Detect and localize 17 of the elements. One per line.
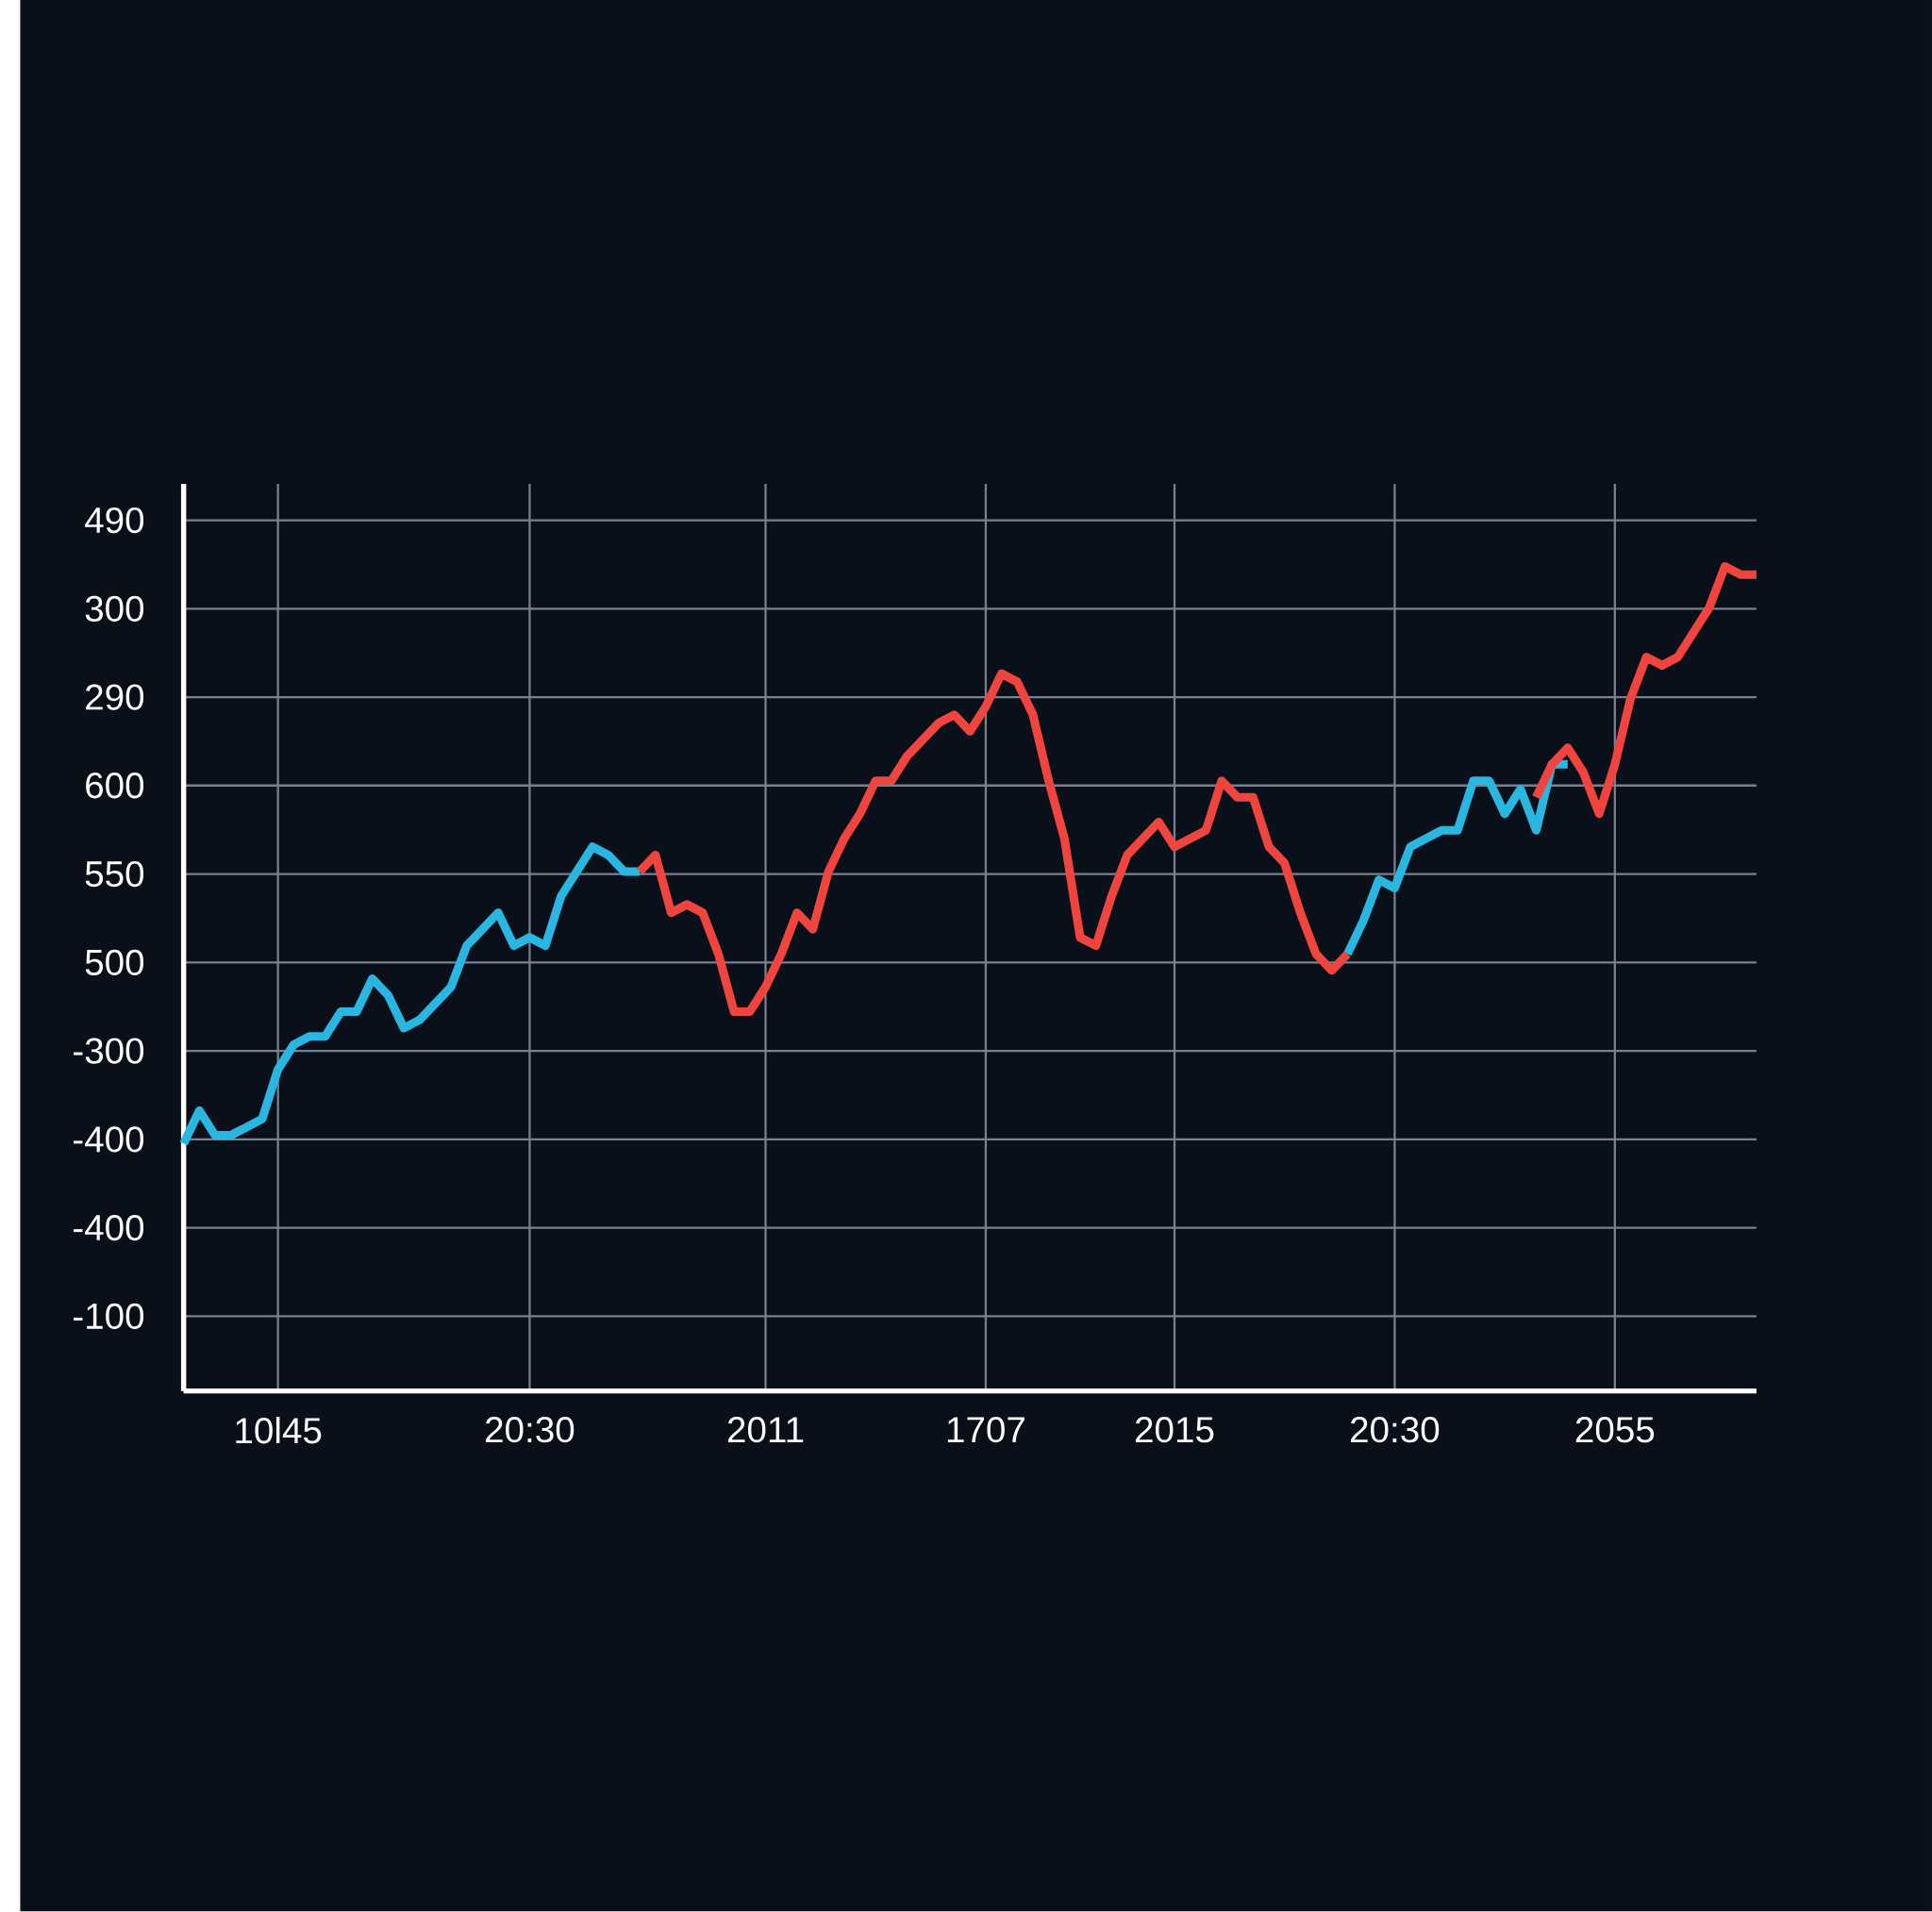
x-tick-label: 20:30 <box>486 1417 575 1443</box>
text: 550 <box>85 861 144 888</box>
text: 490 <box>85 507 144 534</box>
x-tick-label: 2055 <box>1575 1417 1655 1443</box>
text: 300 <box>85 595 144 623</box>
text: -300 <box>74 1038 144 1064</box>
x-tick-label: 2011 <box>727 1417 804 1443</box>
text: 500 <box>85 949 144 976</box>
text: -100 <box>74 1303 144 1330</box>
text: -400 <box>74 1215 144 1241</box>
x-tick-label: 20:30 <box>1351 1417 1440 1443</box>
x-tick-label: 2015 <box>1135 1417 1214 1443</box>
text: 600 <box>86 773 144 799</box>
text: -400 <box>74 1126 144 1153</box>
x-tick-label: 10l45 <box>236 1417 322 1444</box>
x-tick-label: 1707 <box>947 1417 1024 1443</box>
text: 290 <box>86 684 144 710</box>
